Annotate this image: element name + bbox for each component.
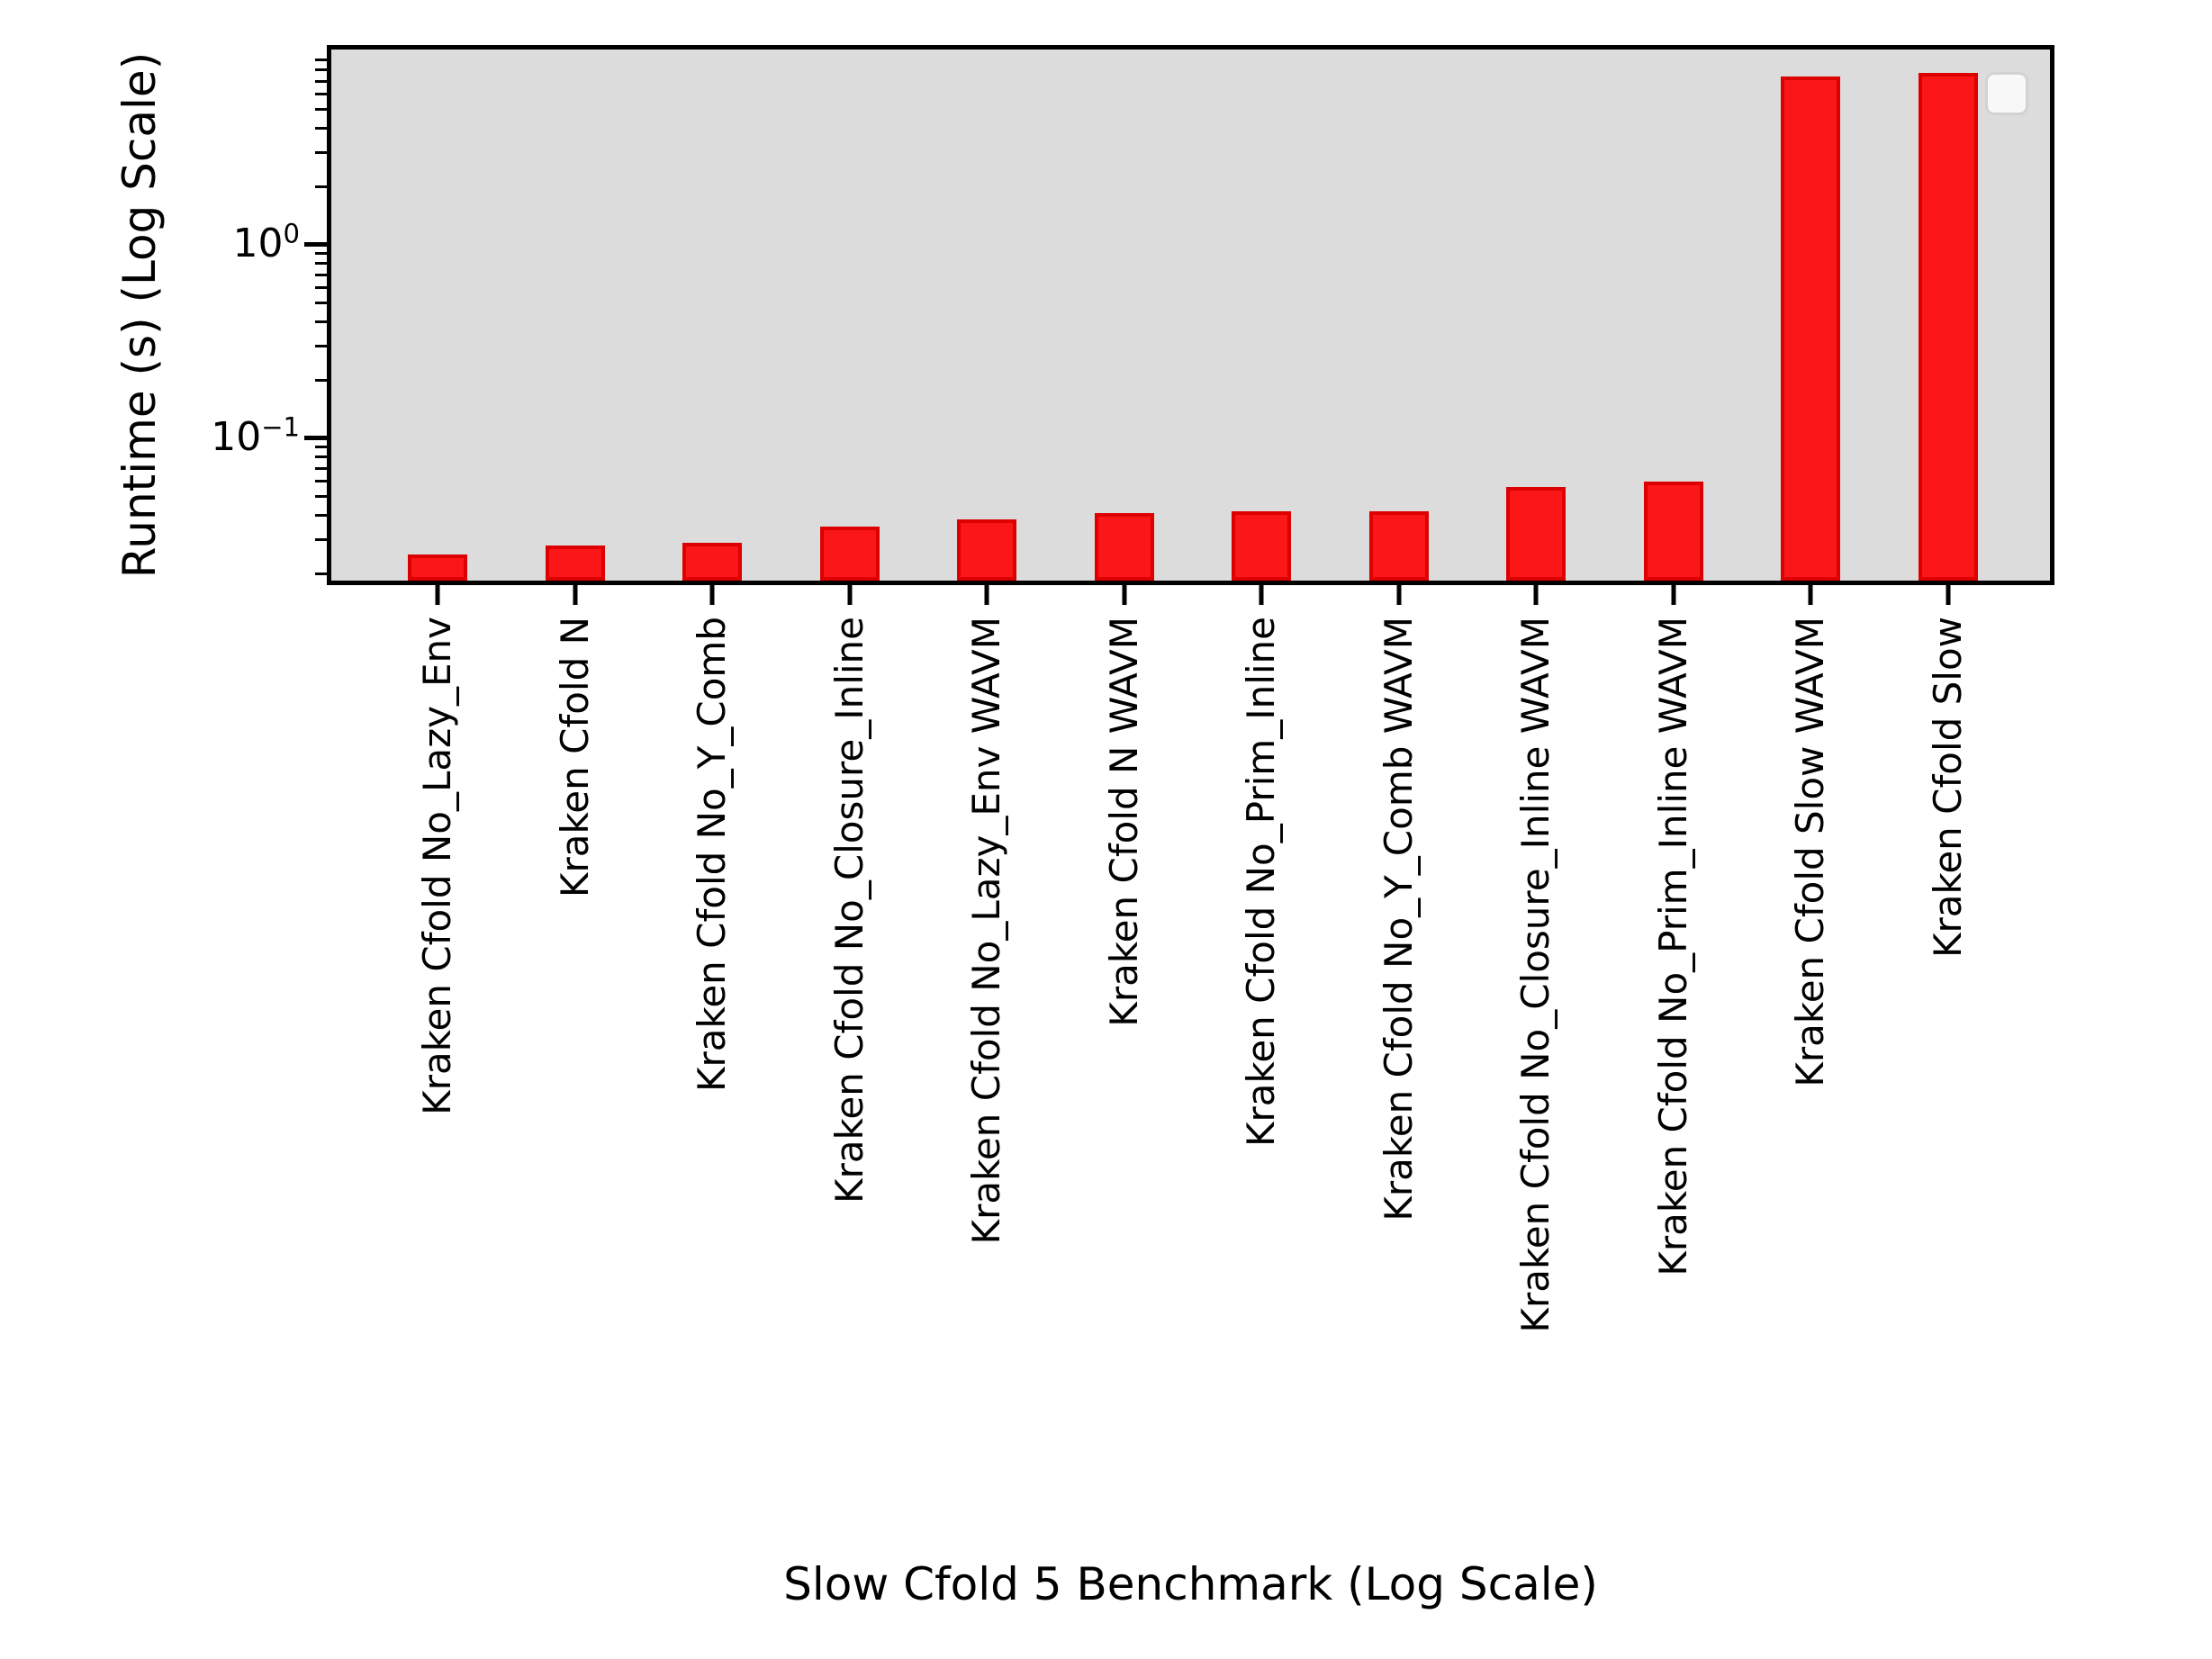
x-tick-mark [1808,585,1813,605]
bar [1918,73,1978,581]
x-tick-mark [1671,585,1675,605]
x-tick-label: Kraken Cfold N [552,617,597,898]
x-tick-label: Kraken Cfold Slow WAVM [1787,617,1832,1087]
x-tick-label: Kraken Cfold No_Y_Comb WAVM [1376,617,1421,1222]
y-minor-tick-mark [315,150,327,154]
bar [682,542,742,581]
y-minor-tick-mark [315,513,327,517]
x-tick-label: Kraken Cfold No_Prim_Inline WAVM [1650,617,1695,1276]
y-minor-tick-mark [315,262,327,266]
y-minor-tick-mark [315,320,327,323]
legend-box [1985,72,2028,115]
y-minor-tick-mark [315,495,327,499]
x-axis-label: Slow Cfold 5 Benchmark (Log Scale) [783,1558,1598,1610]
x-tick-label: Kraken Cfold No_Closure_Inline [826,617,871,1204]
x-tick-label: Kraken Cfold No_Closure_Inline WAVM [1512,617,1557,1333]
y-tick-label: 100 [232,218,300,266]
bar [1506,487,1566,581]
y-minor-tick-mark [315,455,327,459]
y-minor-tick-mark [315,302,327,305]
y-minor-tick-mark [315,446,327,449]
y-minor-tick-mark [315,273,327,276]
x-tick-label: Kraken Cfold No_Lazy_Env WAVM [963,617,1008,1245]
x-tick-mark [1396,585,1401,605]
x-tick-mark [1533,585,1539,605]
y-minor-tick-mark [315,252,327,256]
bar [1643,481,1703,581]
x-tick-mark [573,585,577,605]
x-tick-mark [1122,585,1126,605]
y-minor-tick-mark [315,93,327,96]
y-minor-tick-mark [315,537,327,541]
y-major-tick-mark [304,436,327,441]
y-minor-tick-mark [315,466,327,470]
x-tick-mark [984,585,989,605]
x-tick-mark [1946,585,1950,605]
x-tick-mark [1259,585,1264,605]
bar [545,545,605,581]
bar [1094,513,1154,581]
y-minor-tick-mark [315,378,327,382]
x-tick-label: Kraken Cfold Slow [1925,617,1970,959]
y-minor-tick-mark [315,126,327,130]
x-tick-mark [709,585,715,605]
bar [408,555,467,581]
bar [1781,76,1840,581]
bar [1232,510,1291,581]
x-tick-label: Kraken Cfold No_Prim_Inline [1238,617,1283,1148]
bar [957,519,1016,581]
y-minor-tick-mark [315,68,327,72]
y-major-tick-mark [304,242,327,248]
y-minor-tick-mark [315,108,327,112]
y-minor-tick-mark [315,185,327,188]
x-tick-mark [435,585,440,605]
x-tick-label: Kraken Cfold No_Y_Comb [689,617,734,1093]
y-axis-label: Runtime (s) (Log Scale) [113,51,166,579]
y-minor-tick-mark [315,480,327,483]
y-minor-tick-mark [315,344,327,347]
y-minor-tick-mark [315,572,327,575]
y-minor-tick-mark [315,286,327,290]
bar [1368,510,1429,581]
x-tick-label: Kraken Cfold N WAVM [1101,617,1146,1027]
x-tick-mark [847,585,852,605]
bar [819,526,880,581]
plot-area [331,50,2050,581]
x-tick-label: Kraken Cfold No_Lazy_Env [414,617,459,1115]
y-tick-label: 10−1 [211,411,300,460]
y-minor-tick-mark [315,79,327,83]
y-minor-tick-mark [315,59,327,62]
